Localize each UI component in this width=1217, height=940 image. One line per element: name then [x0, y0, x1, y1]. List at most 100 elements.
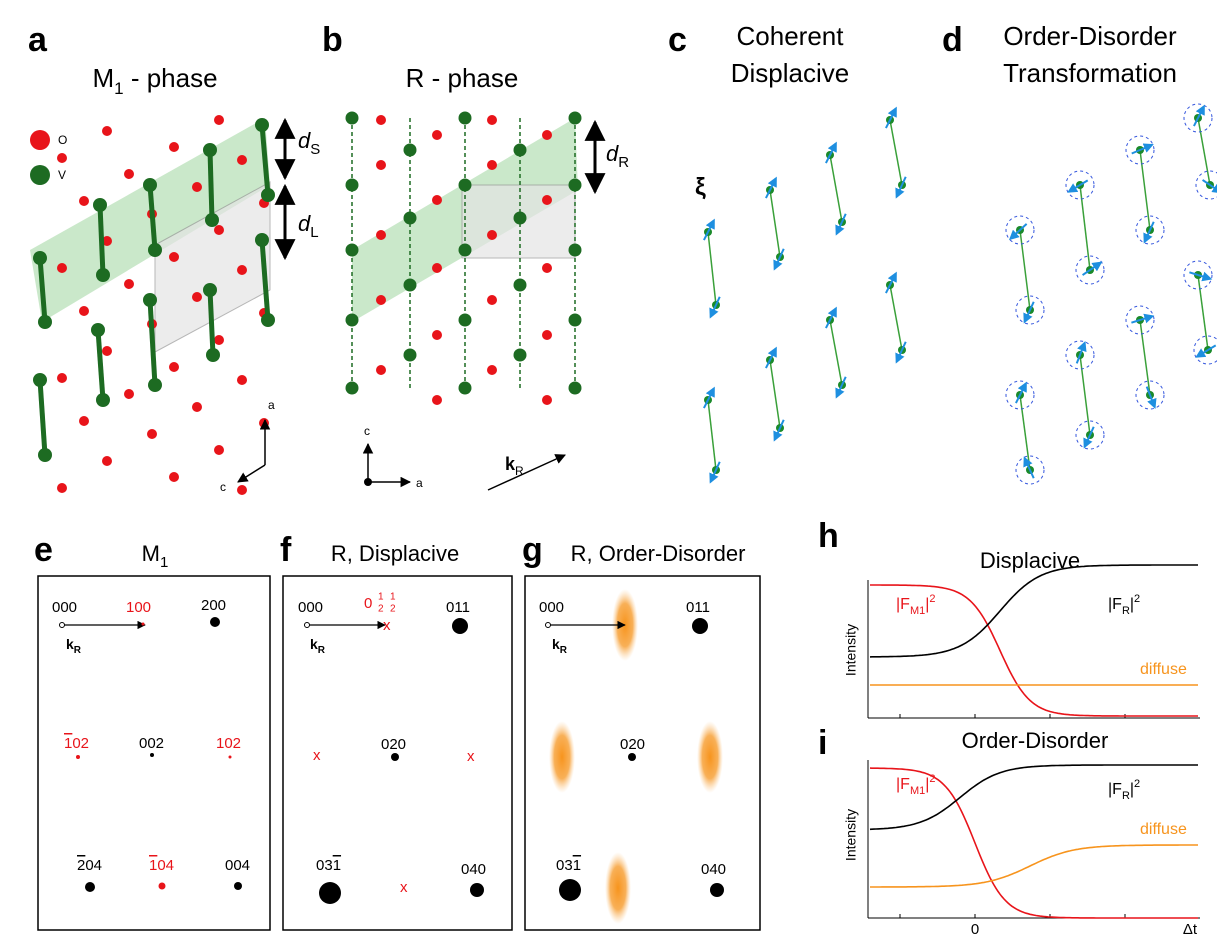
vanadium-atom	[569, 382, 582, 395]
oxygen-atom	[169, 472, 179, 482]
y-axis-label: Intensity	[843, 809, 859, 861]
oxygen-atom	[169, 362, 179, 372]
title-part: - phase	[124, 63, 218, 93]
oxygen-atom	[237, 155, 247, 165]
label-part: L	[310, 224, 318, 241]
reflection-label: 040	[461, 861, 486, 878]
origin-spot	[305, 623, 310, 628]
wavevector-label: kR	[552, 636, 568, 656]
vanadium-dimer	[210, 150, 212, 220]
bragg-spot	[710, 883, 724, 897]
oxygen-atom	[487, 160, 497, 170]
panel-title: M1 - phase	[92, 63, 217, 98]
panel-frame	[38, 576, 270, 930]
label-part: R	[515, 464, 524, 478]
reflection-label: 104	[149, 857, 174, 874]
vanadium-atom	[255, 118, 269, 132]
diffuse-spot	[549, 721, 575, 793]
label-part: R	[318, 645, 326, 656]
oxygen-atom	[102, 456, 112, 466]
vanadium-atom	[96, 268, 110, 282]
dimer-bond	[1140, 150, 1150, 230]
reflection-label: 100	[126, 599, 151, 616]
vanadium-atom	[96, 393, 110, 407]
vanadium-atom	[203, 283, 217, 297]
label-part: 2	[378, 604, 384, 615]
vanadium-atom	[203, 143, 217, 157]
oxygen-atom	[432, 263, 442, 273]
dimer-bond	[890, 120, 902, 185]
vanadium-atom	[91, 323, 105, 337]
bragg-spot	[229, 756, 232, 759]
oxygen-atom	[102, 346, 112, 356]
label-part: M1	[910, 785, 925, 797]
oxygen-atom	[376, 230, 386, 240]
label-part: d	[298, 211, 311, 236]
label-part: 02	[72, 735, 89, 752]
title-part: M	[92, 63, 114, 93]
oxygen-atom	[487, 115, 497, 125]
vanadium-atom	[346, 314, 359, 327]
vanadium-atom	[459, 112, 472, 125]
panel-label: a	[28, 21, 48, 59]
curve-label: |FM1|2	[896, 773, 936, 797]
dimer-bond	[830, 320, 842, 385]
oxygen-atom	[102, 126, 112, 136]
vanadium-atom	[33, 373, 47, 387]
reflection-label: 000	[298, 599, 323, 616]
dimer-bond	[770, 360, 780, 428]
label-part: 1	[64, 735, 72, 752]
bragg-spot	[452, 618, 468, 634]
label-part: 04	[157, 857, 174, 874]
vanadium-atom	[255, 233, 269, 247]
vanadium-atom	[206, 348, 220, 362]
wavevector-label: kR	[310, 636, 326, 656]
axis-label: c	[364, 424, 370, 438]
label-part: 03	[556, 857, 573, 874]
panel-title: Order-Disorder	[962, 728, 1109, 753]
reflection-label: 102	[216, 735, 241, 752]
curve-label: |FM1|2	[896, 593, 936, 617]
vanadium-dimer	[210, 290, 213, 355]
y-axis-label: Intensity	[843, 624, 859, 676]
oxygen-atom	[432, 130, 442, 140]
vanadium-atom	[404, 349, 417, 362]
oxygen-atom	[124, 389, 134, 399]
oxygen-atom	[237, 485, 247, 495]
oxygen-atom	[57, 153, 67, 163]
bragg-spot	[319, 882, 341, 904]
label-part: 04	[85, 857, 102, 874]
dimer-bond	[890, 285, 902, 350]
panel-title: Order-Disorder	[1003, 21, 1177, 51]
label-part: |F	[896, 776, 910, 793]
curve-label: diffuse	[1140, 821, 1187, 838]
oxygen-atom	[124, 169, 134, 179]
panel-title: Displacive	[731, 58, 850, 88]
panel-label: c	[668, 21, 687, 59]
reflection-label: 040	[701, 861, 726, 878]
oxygen-atom	[542, 330, 552, 340]
vanadium-atom	[346, 179, 359, 192]
oxygen-atom	[487, 365, 497, 375]
reflection-label: 011	[686, 599, 710, 616]
reflection-label: 204	[77, 857, 102, 874]
label-part: 0	[364, 595, 372, 612]
dimer-bond	[708, 232, 716, 305]
reflection-label: 000	[539, 599, 564, 616]
vanadium-atom	[514, 144, 527, 157]
x-tick-label: 0	[971, 921, 979, 938]
vanadium-dimer	[40, 380, 45, 455]
vanadium-dimer	[98, 330, 103, 400]
vanadium-atom	[261, 313, 275, 327]
oxygen-atom	[79, 306, 89, 316]
oxygen-atom	[192, 292, 202, 302]
origin-spot	[546, 623, 551, 628]
label-part: 2	[929, 593, 935, 605]
vanadium-atom	[143, 293, 157, 307]
panel-title: R, Displacive	[331, 541, 459, 566]
title-part: 1	[160, 554, 168, 571]
oxygen-atom	[214, 335, 224, 345]
dimer-bond	[1020, 230, 1030, 310]
oxygen-atom	[79, 196, 89, 206]
axis-label: a	[416, 476, 423, 490]
